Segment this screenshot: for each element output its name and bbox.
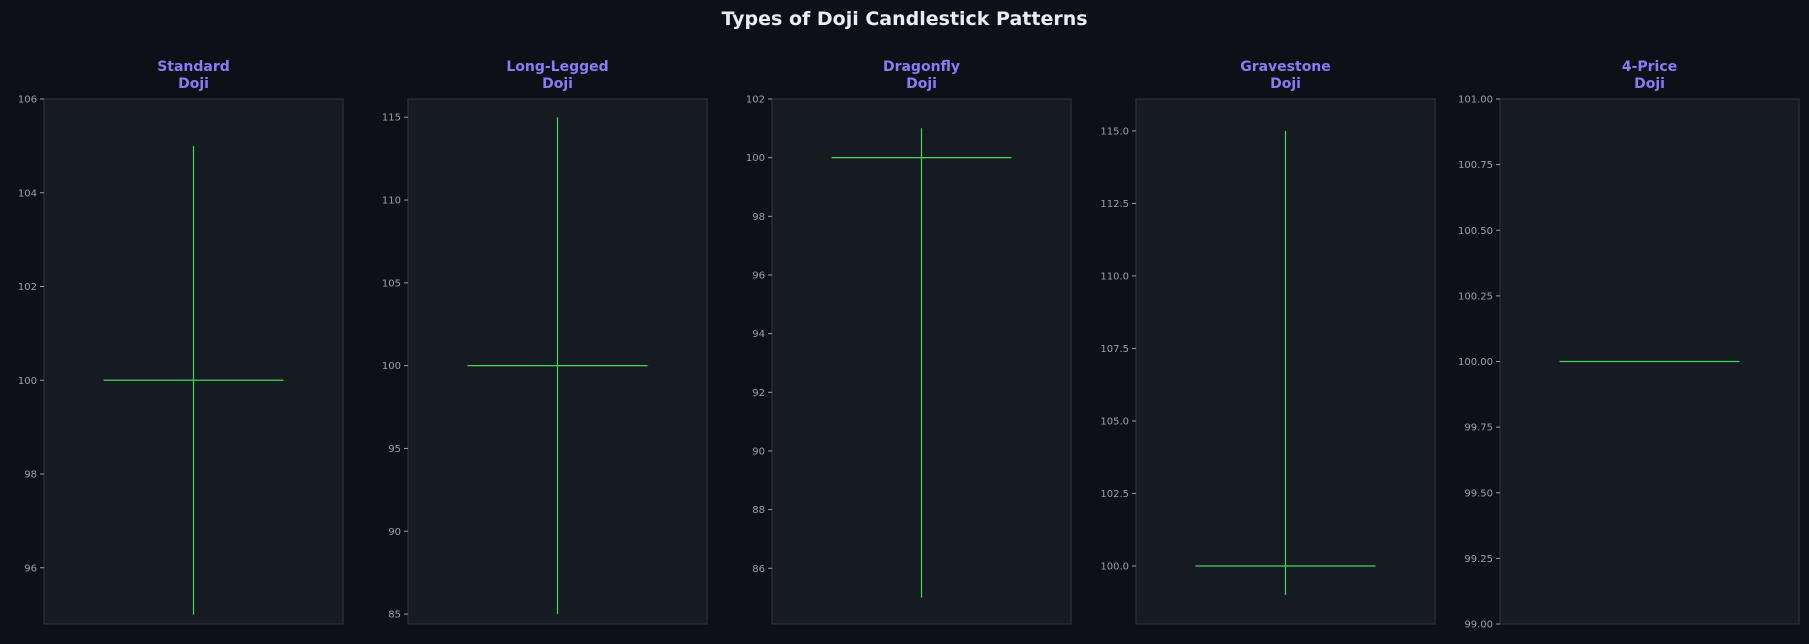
panel-title-line: Doji xyxy=(542,76,573,92)
panel-title-line: Dragonfly xyxy=(883,59,960,75)
y-tick-label: 96 xyxy=(752,270,765,281)
y-tick-label: 104 xyxy=(18,188,37,199)
panel-title-line: Doji xyxy=(1634,76,1665,92)
y-tick-label: 110 xyxy=(382,196,401,207)
y-tick-label: 99.75 xyxy=(1464,423,1493,434)
y-tick-label: 96 xyxy=(24,563,37,574)
y-tick-label: 99.50 xyxy=(1464,488,1493,499)
panel-title-line: Gravestone xyxy=(1240,59,1331,75)
y-tick-label: 101.00 xyxy=(1458,95,1493,106)
y-tick-label: 99.00 xyxy=(1464,620,1493,631)
y-tick-label: 99.25 xyxy=(1464,554,1493,565)
y-tick-label: 107.5 xyxy=(1100,344,1129,355)
y-tick-label: 92 xyxy=(752,388,765,399)
y-tick-label: 102.5 xyxy=(1100,489,1129,500)
y-tick-label: 100.00 xyxy=(1458,357,1493,368)
y-tick-label: 100 xyxy=(746,153,765,164)
panel-title-line: Doji xyxy=(178,76,209,92)
y-tick-label: 100.25 xyxy=(1458,291,1493,302)
y-tick-label: 88 xyxy=(752,505,765,516)
y-tick-label: 100.75 xyxy=(1458,160,1493,171)
y-tick-label: 98 xyxy=(24,470,37,481)
y-tick-label: 100 xyxy=(382,361,401,372)
y-tick-label: 102 xyxy=(746,95,765,106)
panel-title-line: Doji xyxy=(1270,76,1301,92)
y-tick-label: 105.0 xyxy=(1100,416,1129,427)
chart-title: Types of Doji Candlestick Patterns xyxy=(721,8,1088,30)
y-tick-label: 90 xyxy=(752,446,765,457)
panel-title-line: Long-Legged xyxy=(506,59,608,75)
y-tick-label: 115 xyxy=(382,113,401,124)
y-tick-label: 95 xyxy=(388,444,401,455)
panel-title-line: 4-Price xyxy=(1622,59,1677,75)
y-tick-label: 94 xyxy=(752,329,765,340)
y-tick-label: 106 xyxy=(18,95,37,106)
y-tick-label: 85 xyxy=(388,610,401,621)
y-tick-label: 102 xyxy=(18,282,37,293)
panel-title-line: Doji xyxy=(906,76,937,92)
y-tick-label: 98 xyxy=(752,212,765,223)
y-tick-label: 100.50 xyxy=(1458,226,1493,237)
y-tick-label: 110.0 xyxy=(1100,271,1129,282)
y-tick-label: 115.0 xyxy=(1100,126,1129,137)
y-tick-label: 100.0 xyxy=(1100,561,1129,572)
y-tick-label: 105 xyxy=(382,278,401,289)
y-tick-label: 100 xyxy=(18,376,37,387)
y-tick-label: 86 xyxy=(752,564,765,575)
y-tick-label: 112.5 xyxy=(1100,199,1129,210)
y-tick-label: 90 xyxy=(388,527,401,538)
panel-title-line: Standard xyxy=(157,59,230,75)
